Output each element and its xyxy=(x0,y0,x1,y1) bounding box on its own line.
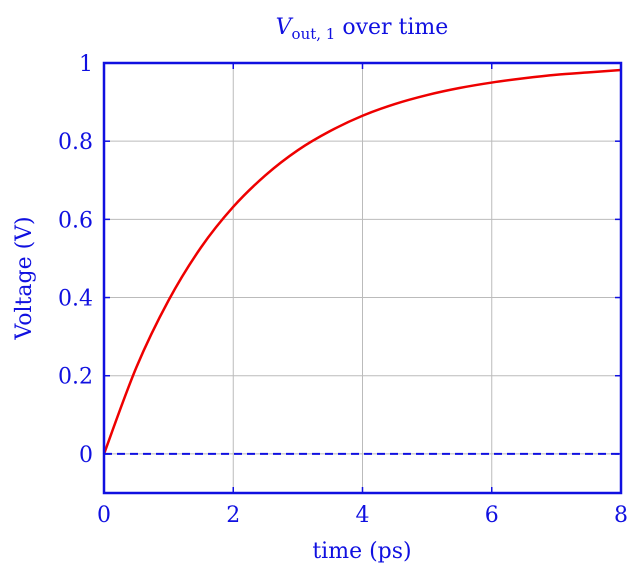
chart-title-sub: out, 1 xyxy=(292,25,336,43)
x-tick-label: 4 xyxy=(356,503,370,528)
y-tick-label: 0.4 xyxy=(58,287,93,312)
ticks: 0 2 4 6 8 0 0.2 0.4 0.6 0.8 1 xyxy=(58,52,628,528)
x-tick-label: 2 xyxy=(226,503,240,528)
y-tick-label: 0.8 xyxy=(58,130,93,155)
y-tick-label: 0.2 xyxy=(58,365,93,390)
series-line-0 xyxy=(102,68,622,455)
y-tick-label: 1 xyxy=(79,52,93,77)
y-tick-label: 0 xyxy=(79,443,93,468)
series-layer xyxy=(102,68,622,455)
x-tick-label: 6 xyxy=(485,503,499,528)
x-tick-label: 0 xyxy=(97,503,111,528)
x-tick-label: 8 xyxy=(614,503,628,528)
x-axis-label: time (ps) xyxy=(312,539,411,564)
chart-title-var: V xyxy=(276,15,294,40)
chart-title: Vout, 1 over time xyxy=(276,15,449,43)
y-tick-label: 0.6 xyxy=(58,208,93,233)
chart-title-rest: over time xyxy=(335,15,448,40)
y-axis-label: Voltage (V) xyxy=(12,216,37,340)
